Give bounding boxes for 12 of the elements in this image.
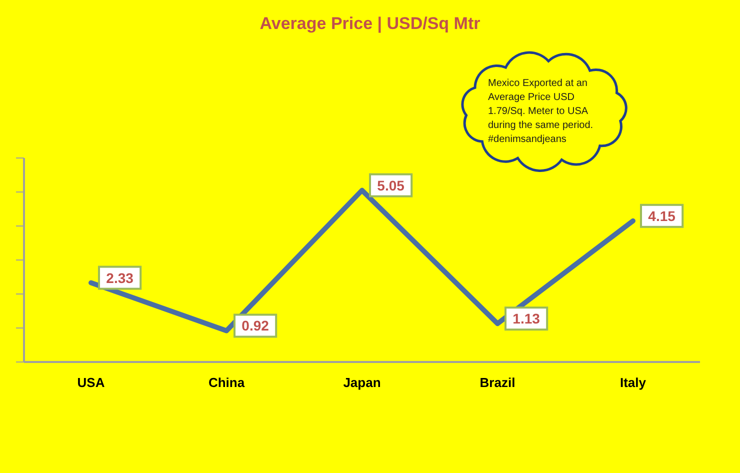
data-label: 4.15: [648, 208, 676, 224]
data-label: 2.33: [106, 270, 134, 286]
x-tick-label: Japan: [343, 375, 381, 390]
data-label: 0.92: [242, 318, 270, 334]
data-label: 5.05: [377, 177, 405, 194]
x-tick-label: Brazil: [480, 375, 516, 390]
x-tick-label: Italy: [620, 375, 647, 390]
data-label: 1.13: [512, 310, 540, 327]
x-tick-label: China: [208, 375, 246, 390]
text: Mexico Exported at an Average Price USD 1.79/Sq. Meter to USA during the same period. #denimsandjeans: [488, 77, 594, 147]
x-tick-label: USA: [77, 375, 106, 390]
chart-title: Average Price | USD/Sq Mtr: [258, 14, 482, 34]
